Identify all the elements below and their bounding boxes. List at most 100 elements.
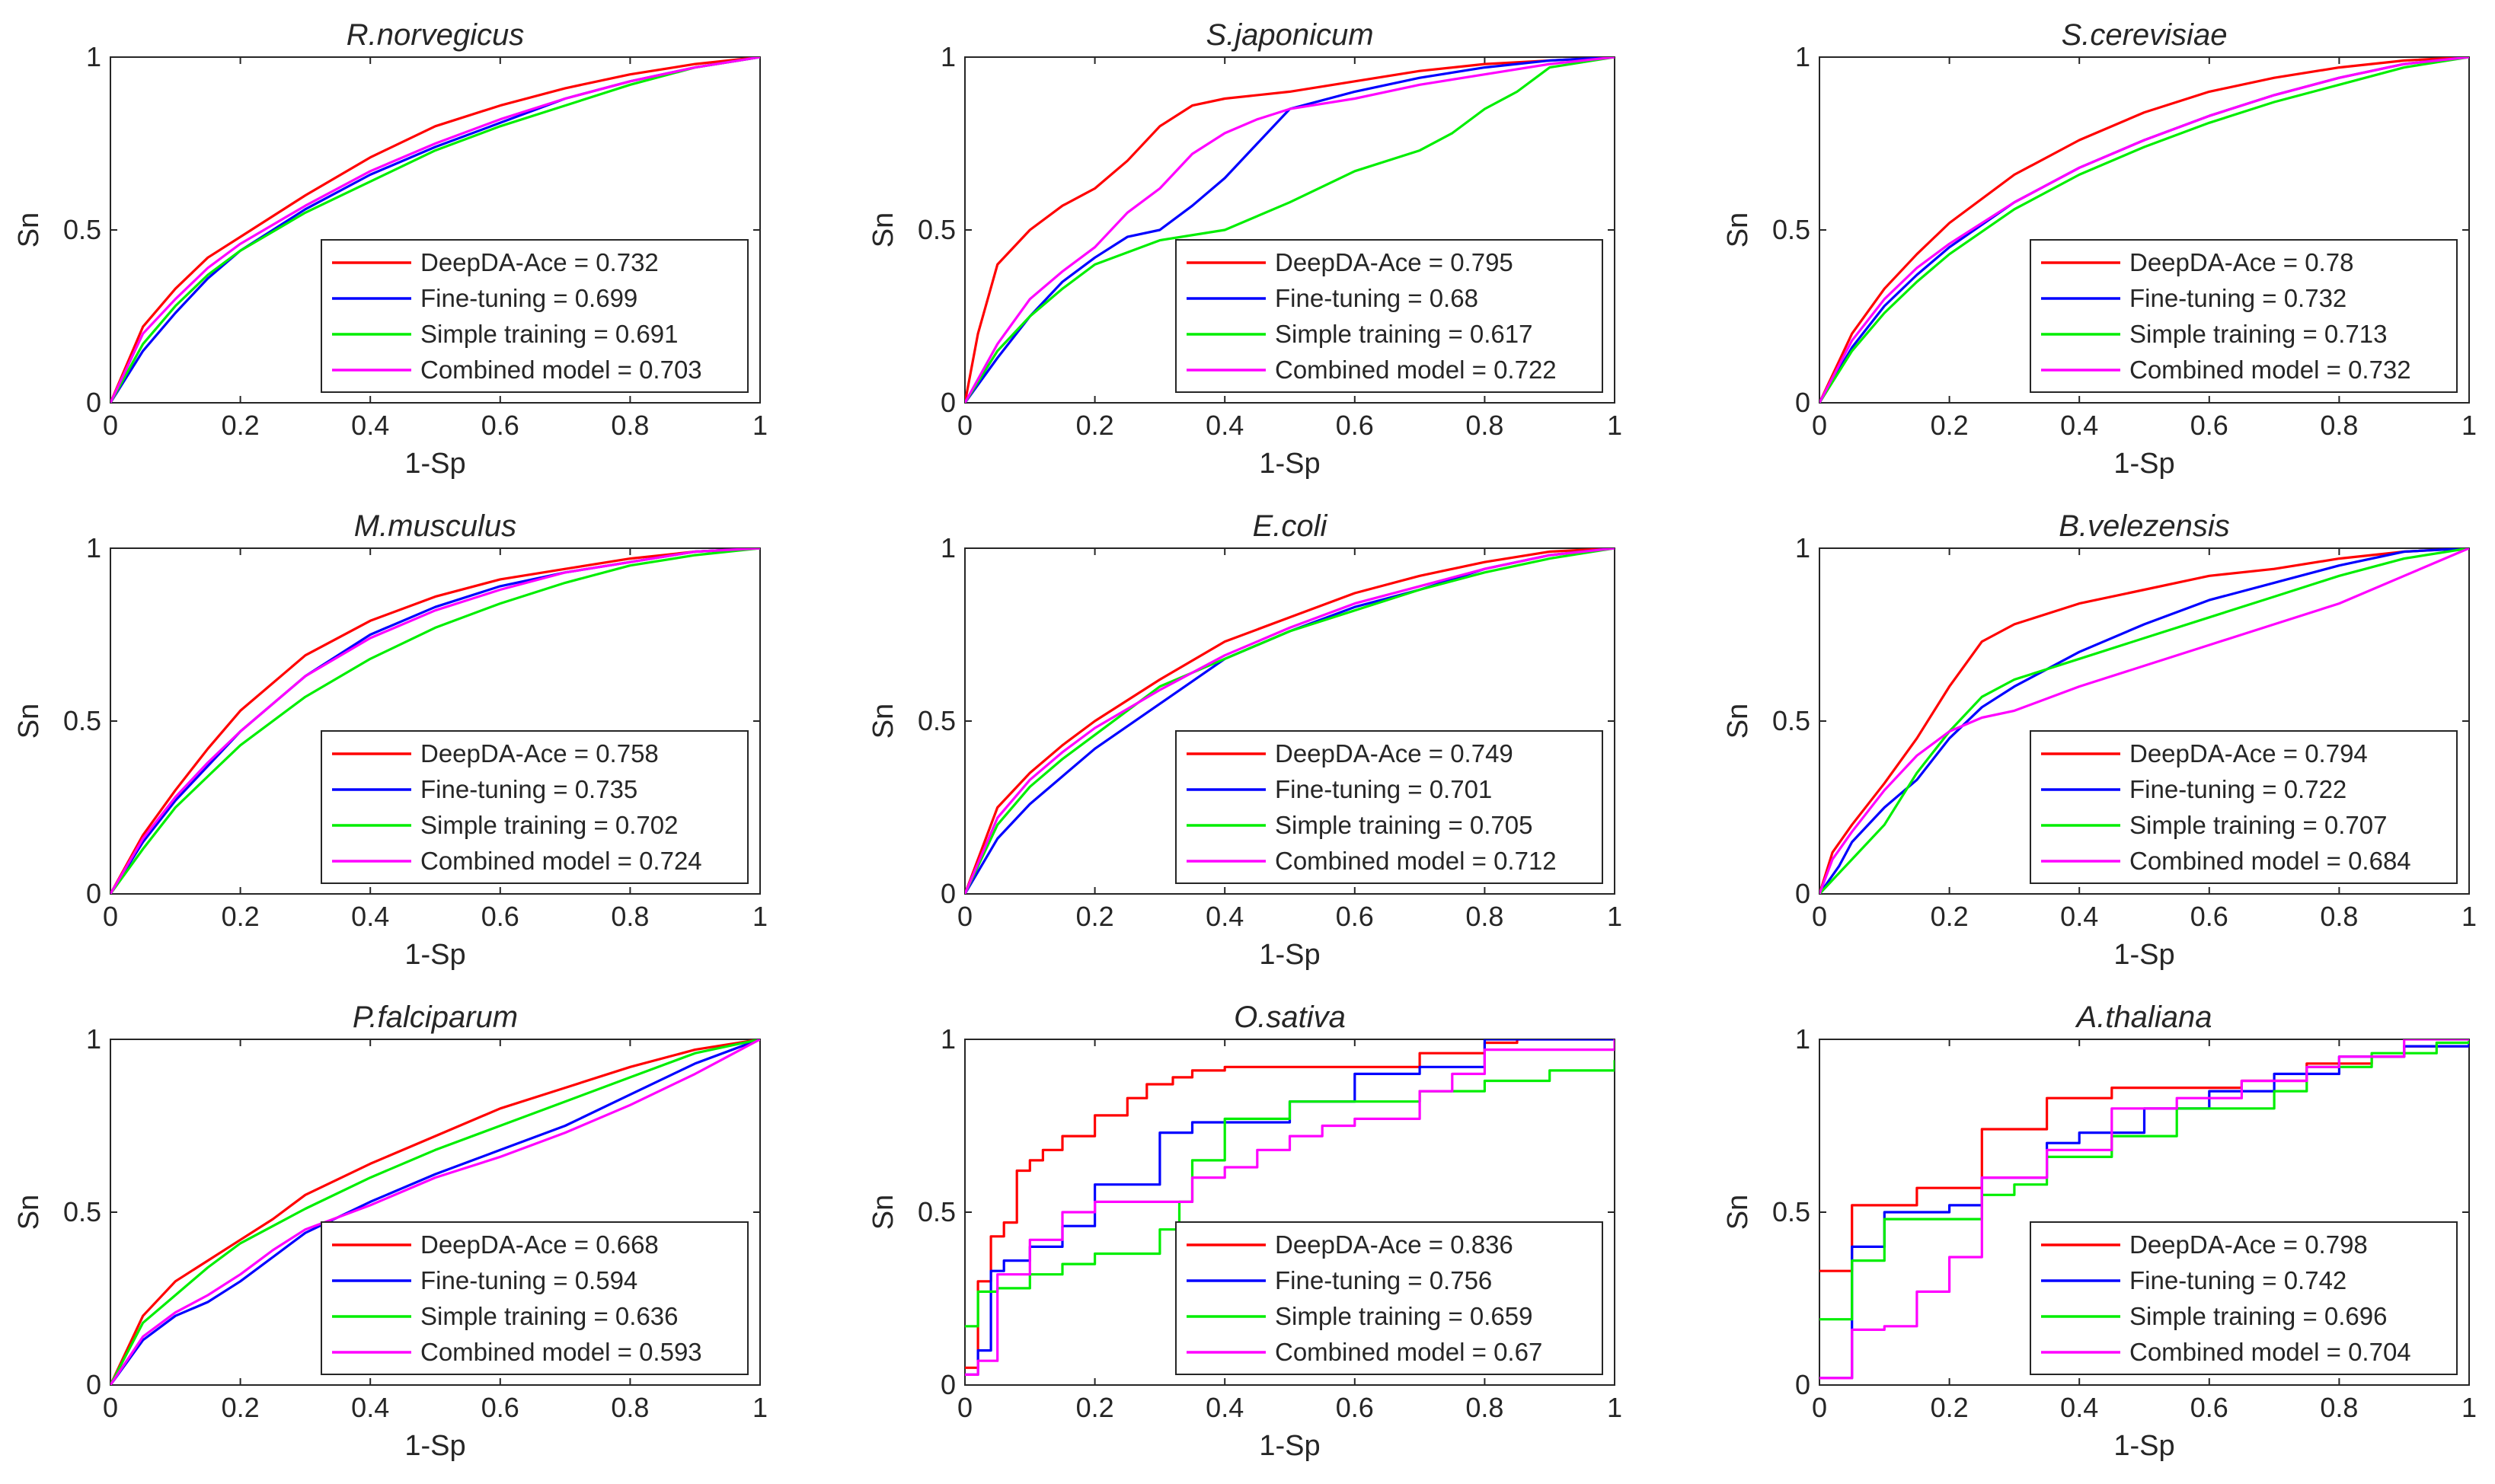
x-axis-label: 1-Sp — [2113, 939, 2174, 971]
x-tick-label: 0.2 — [222, 1392, 260, 1423]
legend-box — [321, 730, 749, 884]
x-tick-label: 0.4 — [2060, 410, 2098, 441]
x-tick-label: 0.2 — [1931, 410, 1969, 441]
x-tick-label: 0.8 — [2320, 410, 2358, 441]
x-tick-label: 0.6 — [2190, 901, 2228, 932]
legend-label: Fine-tuning = 0.756 — [1275, 1266, 1492, 1294]
y-axis-label: Sn — [13, 212, 45, 247]
x-axis-label: 1-Sp — [1259, 1430, 1320, 1462]
legend-label: Fine-tuning = 0.732 — [2129, 284, 2346, 312]
series-line-0 — [110, 1039, 760, 1385]
x-tick-label: 1 — [2461, 410, 2477, 441]
series-line-3 — [110, 1039, 760, 1385]
x-tick-label: 0 — [957, 1392, 973, 1423]
series-line-0 — [965, 548, 1615, 894]
x-tick-label: 0.4 — [1206, 1392, 1244, 1423]
chart-title: M.musculus — [354, 509, 516, 543]
x-tick-label: 0.4 — [1206, 901, 1244, 932]
legend-box — [321, 239, 749, 393]
x-tick-label: 0 — [1812, 1392, 1827, 1423]
x-tick-label: 0.4 — [2060, 1392, 2098, 1423]
chart-title: S.cerevisiae — [2062, 18, 2228, 52]
y-tick-label: 0 — [86, 1369, 101, 1400]
legend-label: DeepDA-Ace = 0.732 — [420, 248, 659, 276]
series-line-3 — [110, 548, 760, 894]
series-line-2 — [110, 548, 760, 894]
legend-label: DeepDA-Ace = 0.836 — [1275, 1230, 1513, 1259]
series-line-0 — [965, 57, 1615, 403]
x-tick-label: 1 — [2461, 901, 2477, 932]
series-line-1 — [1819, 548, 2469, 894]
y-tick-label: 0.5 — [918, 705, 956, 736]
x-tick-label: 1 — [1607, 1392, 1622, 1423]
legend-label: Combined model = 0.712 — [1275, 847, 1557, 875]
x-tick-label: 1 — [2461, 1392, 2477, 1423]
chart-title: O.sativa — [1234, 1001, 1346, 1034]
x-tick-label: 1 — [1607, 410, 1622, 441]
y-axis-label: Sn — [1722, 212, 1754, 247]
x-tick-label: 0 — [1812, 410, 1827, 441]
chart-title: S.japonicum — [1206, 18, 1373, 52]
series-line-2 — [965, 57, 1615, 403]
y-tick-label: 0 — [941, 878, 956, 909]
chart-title: B.velezensis — [2059, 509, 2230, 543]
x-tick-label: 1 — [752, 901, 768, 932]
y-tick-label: 0.5 — [918, 214, 956, 245]
x-tick-label: 0.6 — [481, 901, 519, 932]
x-tick-label: 0.4 — [1206, 410, 1244, 441]
x-axis-label: 1-Sp — [1259, 939, 1320, 971]
series-line-3 — [965, 57, 1615, 403]
legend-box — [1175, 1221, 1603, 1375]
x-tick-label: 0.8 — [1465, 1392, 1503, 1423]
x-axis-label: 1-Sp — [2113, 448, 2174, 480]
legend-box — [2030, 239, 2458, 393]
x-tick-label: 0.8 — [1465, 901, 1503, 932]
series-line-2 — [1819, 548, 2469, 894]
series-line-2 — [110, 57, 760, 403]
chart-title: A.thaliana — [2075, 1001, 2212, 1034]
x-tick-label: 0 — [103, 901, 118, 932]
y-tick-label: 0 — [1795, 878, 1810, 909]
y-tick-label: 0 — [1795, 1369, 1810, 1400]
legend-box — [1175, 730, 1603, 884]
series-line-2 — [1819, 57, 2469, 403]
y-tick-label: 0 — [1795, 387, 1810, 418]
y-tick-label: 1 — [86, 532, 101, 563]
x-tick-label: 1 — [752, 410, 768, 441]
legend-label: Combined model = 0.704 — [2129, 1338, 2411, 1366]
legend-label: Fine-tuning = 0.742 — [2129, 1266, 2346, 1294]
x-tick-label: 0.8 — [1465, 410, 1503, 441]
legend-label: Simple training = 0.691 — [420, 320, 678, 348]
legend-label: Simple training = 0.702 — [420, 811, 678, 839]
chart-title: R.norvegicus — [347, 18, 524, 52]
series-line-3 — [1819, 1039, 2469, 1380]
y-tick-label: 1 — [1795, 1023, 1810, 1055]
legend-label: Simple training = 0.713 — [2129, 320, 2387, 348]
x-tick-label: 0 — [103, 1392, 118, 1423]
x-tick-label: 0.2 — [1076, 901, 1114, 932]
x-axis-label: 1-Sp — [404, 1430, 465, 1462]
x-tick-label: 1 — [752, 1392, 768, 1423]
legend-box — [321, 1221, 749, 1375]
x-tick-label: 0.6 — [1336, 1392, 1374, 1423]
subplot-7: O.sativa 0 0.2 0.4 0.6 0.8 1 0 0.5 1 1-Sp Sn DeepDA-… — [867, 1001, 1622, 1462]
x-tick-label: 0.6 — [1336, 901, 1374, 932]
legend-label: DeepDA-Ace = 0.749 — [1275, 739, 1513, 768]
x-tick-label: 0.4 — [351, 1392, 389, 1423]
legend-label: Simple training = 0.636 — [420, 1302, 678, 1330]
x-tick-label: 0.4 — [351, 410, 389, 441]
x-tick-label: 1 — [1607, 901, 1622, 932]
y-tick-label: 0.5 — [1772, 1196, 1810, 1227]
x-tick-label: 0 — [103, 410, 118, 441]
x-tick-label: 0.2 — [1931, 901, 1969, 932]
y-tick-label: 0.5 — [63, 214, 101, 245]
y-tick-label: 0.5 — [918, 1196, 956, 1227]
x-tick-label: 0 — [957, 901, 973, 932]
y-tick-label: 1 — [1795, 41, 1810, 72]
legend-label: DeepDA-Ace = 0.758 — [420, 739, 659, 768]
series-line-2 — [965, 548, 1615, 894]
legend-label: Fine-tuning = 0.699 — [420, 284, 637, 312]
y-tick-label: 0 — [941, 1369, 956, 1400]
y-axis-label: Sn — [13, 704, 45, 739]
legend-label: Simple training = 0.659 — [1275, 1302, 1532, 1330]
